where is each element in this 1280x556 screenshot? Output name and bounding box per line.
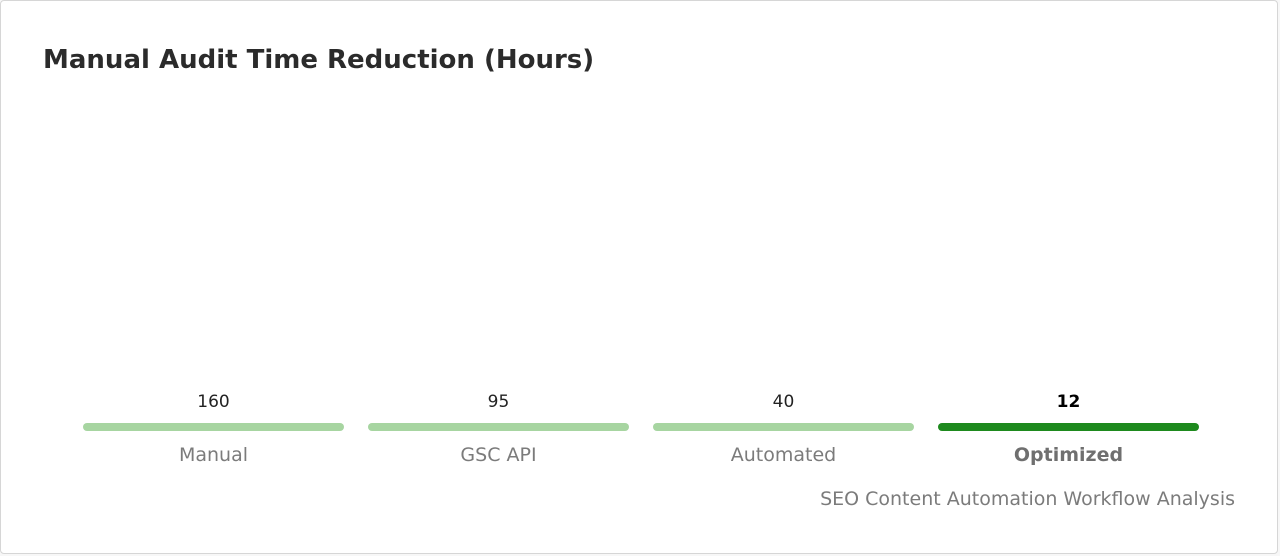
data-label: 95 (488, 392, 510, 412)
bar-gsc-api (368, 423, 629, 431)
category-label: GSC API (460, 444, 536, 466)
category-label: Manual (179, 444, 248, 466)
bar-manual (83, 423, 344, 431)
chart-title: Manual Audit Time Reduction (Hours) (43, 45, 595, 75)
data-label: 160 (197, 392, 229, 412)
chart-caption: SEO Content Automation Workflow Analysis (820, 488, 1235, 510)
bar-optimized (938, 423, 1199, 431)
bars-group: 160 Manual 95 GSC API 40 Automated 12 Optimized (83, 392, 1199, 466)
bar-automated (653, 423, 914, 431)
category-label: Automated (731, 444, 836, 466)
data-label: 40 (773, 392, 795, 412)
category-label: Optimized (1014, 444, 1123, 466)
data-label: 12 (1057, 392, 1081, 412)
